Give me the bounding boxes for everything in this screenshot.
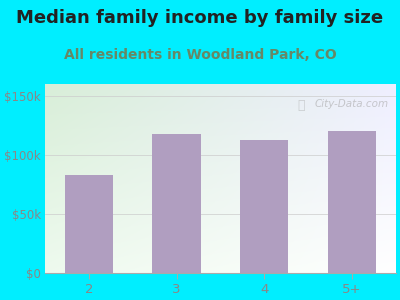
- Text: Median family income by family size: Median family income by family size: [16, 9, 384, 27]
- Bar: [152, 134, 201, 273]
- Bar: [65, 175, 113, 273]
- Bar: [240, 140, 288, 273]
- Text: ⌕: ⌕: [298, 99, 305, 112]
- Text: City-Data.com: City-Data.com: [315, 99, 389, 109]
- Text: All residents in Woodland Park, CO: All residents in Woodland Park, CO: [64, 48, 336, 62]
- Bar: [328, 131, 376, 273]
